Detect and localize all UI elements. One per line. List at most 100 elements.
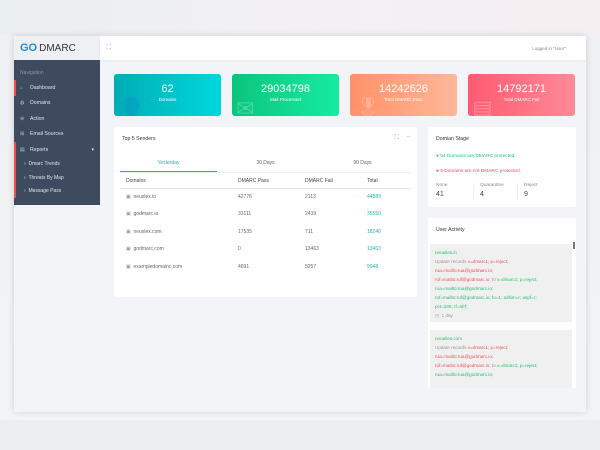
stat-card-mail[interactable]: ✉ 29034798 Mail Processed [232, 74, 339, 116]
scrollbar[interactable] [573, 242, 575, 249]
backdrop-bottom [0, 420, 600, 450]
activity-item[interactable]: neualies.in Update records v=dmarc1; p=r… [430, 244, 572, 322]
table-row[interactable]: ▣ neuxlex.com 17535 711 18246 [120, 223, 411, 241]
tab-yesterday[interactable]: Yesterday [120, 155, 217, 172]
stat-card-fail[interactable]: ▤ 14792171 Total DMARC Fail [468, 74, 575, 116]
logo[interactable]: GO DMARC [14, 36, 100, 60]
stat-reject: Reject 9 [518, 183, 562, 198]
new: rua=mailto:rua@godmarc.io; [435, 286, 494, 291]
domain-stage-panel: Domian Stage ● 54 Domains are DMARC prot… [428, 127, 576, 207]
table-row[interactable]: ▣ exampledomainc.com 4691 5257 9948 [120, 258, 411, 276]
label: Mail Processed [270, 97, 301, 102]
fail-cell: 2439 [305, 211, 317, 218]
expand-icon[interactable]: ⛶ [394, 135, 399, 141]
calendar-icon: ▣ [126, 211, 131, 218]
label: Threats By Map [28, 174, 64, 181]
old: rua=mailto:rua@godmarc.io; [435, 354, 494, 359]
home-icon: ⌂ [20, 84, 24, 91]
sidebar-item-domains[interactable]: ◍ Domains [14, 96, 100, 112]
logged-in-user[interactable]: Logged in "User" [532, 46, 566, 51]
envelope-icon: ✉ [236, 96, 255, 116]
header: ⛶ Logged in "User" [100, 36, 586, 60]
new: v=dmarc1; p=reject; [497, 277, 538, 282]
pass-cell: 4691 [238, 263, 250, 270]
backdrop [0, 0, 600, 35]
k: None [436, 183, 448, 188]
report-icon: ▤ [20, 146, 25, 153]
domain-cell: ▣ godmarc.com [120, 241, 232, 259]
old: v=dmarc1; p=reject; [467, 259, 509, 264]
col-fail: DMARC Fail [299, 175, 361, 189]
clock-icon: ◷ [435, 313, 440, 318]
sidebar-item-action[interactable]: ⊜ Action [14, 111, 100, 127]
time: 1 day [441, 313, 453, 318]
col-pass: DMARC Pass [232, 175, 299, 189]
sidebar-item-dashboard[interactable]: ⌂ Dashboard [14, 80, 100, 96]
total-cell: 13463 [367, 246, 381, 253]
protected-text: ● 54 Domains are DMARC protected. [436, 154, 516, 159]
sidebar-item-email-sources[interactable]: ⊞ Email Sources [14, 127, 100, 143]
new: rua=mailto:rua@godmarc.io; [435, 372, 494, 377]
not-protected-label: 9 Domains are not DMARC protected. [440, 169, 522, 174]
label: Total DMARC Fail [503, 97, 540, 102]
sidebar-sub-threats-by-map[interactable]: › Threats By Map [14, 171, 100, 185]
activity-domain: neualies.com [435, 336, 463, 341]
stat-card-pass[interactable]: 🎖 14242626 Total DMARC Pass [350, 74, 457, 116]
old: ruf=mailto:ruf@godmarc.io; [435, 363, 491, 368]
to: to [490, 363, 497, 368]
v: 41 [436, 191, 444, 198]
old: ruf=mailto:ruf@godmarc.io; [435, 277, 491, 282]
stat-card-domains[interactable]: 👤 62 Domains [114, 74, 221, 116]
activity-domain: neualies.in [435, 250, 457, 255]
value: 29034798 [261, 83, 310, 95]
panel-title: Domian Stage [436, 136, 469, 142]
minimize-icon[interactable]: − [406, 134, 410, 140]
user-activity-panel: User Activity neualies.in Update records… [428, 218, 576, 388]
tab-30-days[interactable]: 30 Days [256, 160, 275, 166]
total-cell: 9948 [367, 263, 379, 270]
domain: godmarc.io [133, 211, 159, 218]
sidebar: Navigation ⌂ Dashboard ◍ Domains ⊜ Action ⊞… [14, 60, 100, 205]
table-row[interactable]: ▣ neuxlex.io 42776 2113 44889 [120, 188, 411, 206]
new: v=dmarc1; p=reject; [497, 363, 538, 368]
document-icon: ▤ [472, 96, 493, 116]
panel-title: Top 5 Senders [122, 136, 156, 142]
tab-90-days[interactable]: 90 Days [353, 160, 372, 166]
not-protected-text: ● 9 Domains are not DMARC protected. [436, 169, 522, 174]
logo-dmarc: DMARC [39, 42, 76, 54]
user-icon: 👤 [118, 96, 146, 116]
new: ruf=mailto:ruf@godmarc.io; fo=1; adkim=r… [435, 295, 537, 300]
panel-title: User Activity [436, 227, 465, 233]
to: to [490, 277, 497, 282]
v: 4 [480, 191, 484, 198]
prefix: Update records [435, 259, 468, 264]
pass-cell: 17535 [238, 228, 252, 235]
sidebar-sub-message-pass[interactable]: › Message Pass [14, 184, 100, 199]
label: Email Sources [30, 131, 64, 138]
award-icon: 🎖 [354, 96, 382, 116]
domain: neuxlex.io [133, 194, 157, 200]
k: Quarantine [480, 183, 504, 188]
activity-item[interactable]: neualies.com Update records v=dmarc1; p=… [430, 330, 572, 388]
sidebar-sub-dmarc-trends[interactable]: › Dmarc Trends [14, 157, 100, 172]
label: Total DMARC Pass [384, 97, 423, 102]
app-window: GO DMARC ⛶ Logged in "User" Navigation ⌂ D… [14, 36, 586, 412]
stat-none: None 41 [430, 183, 474, 198]
table-row[interactable]: ▣ godmarc.com 0 13463 13463 [120, 241, 411, 259]
stage-stats: None 41 Quarantine 4 Reject 9 [430, 183, 576, 198]
label: Dmarc Trends [28, 161, 60, 168]
total-cell: 18246 [367, 228, 381, 235]
domain: godmarc.com [133, 246, 164, 253]
fullscreen-icon[interactable]: ⛶ [106, 44, 111, 51]
new: pct=100; rf=afrf; [435, 304, 468, 309]
old: v=dmarc1; p=reject; [467, 345, 509, 350]
table-row[interactable]: ▣ godmarc.io 33111 2439 35550 [120, 206, 411, 224]
period-tabs: Yesterday 30 Days 90 Days [120, 155, 411, 173]
top-senders-panel: Top 5 Senders ⛶ − Yesterday 30 Days 90 D… [114, 127, 417, 297]
senders-table: Domains DMARC Pass DMARC Fail Total ▣ ne… [120, 175, 411, 276]
calendar-icon: ▣ [126, 246, 131, 253]
domain-cell: ▣ neuxlex.io [120, 188, 232, 206]
old: rua=mailto:rua@godmarc.io; [435, 268, 494, 273]
value: 62 [161, 83, 174, 95]
sidebar-item-reports[interactable]: ▤ Reports ▾ [14, 142, 100, 158]
